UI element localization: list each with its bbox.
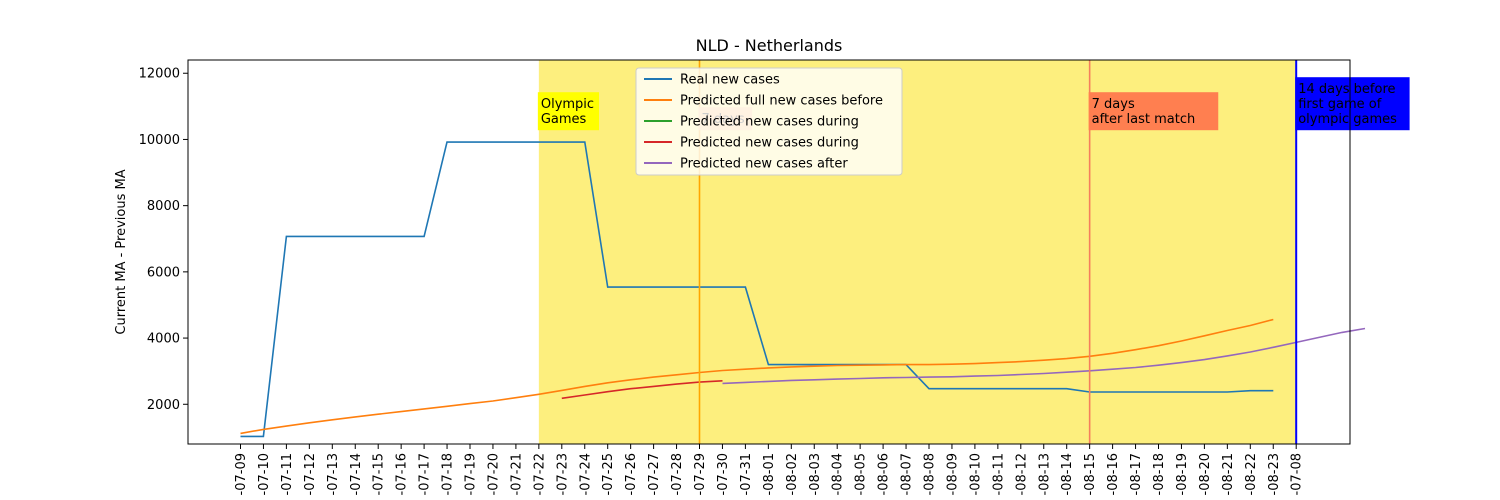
series-line-4 [722,327,1366,385]
legend-label-1: Predicted full new cases before [680,94,883,109]
x-tick-label: -07-29 [693,453,708,495]
annotation-text: after last match [1092,112,1196,127]
x-tick-label: -07-30 [716,453,731,495]
x-tick-label: -08-19 [1175,453,1190,495]
x-tick-label: -07-21 [509,453,524,495]
legend-label-4: Predicted new cases after [680,157,848,172]
x-tick-label: -07-24 [578,453,593,495]
x-tick-label: -08-15 [1083,453,1098,495]
annotation-text: olympic games [1298,112,1397,127]
x-tick-label: -08-13 [1037,453,1052,495]
series-line-1 [240,318,1274,435]
x-tick-label: -08-01 [762,453,777,495]
y-axis-label: Current MA - Previous MA [114,169,129,334]
x-tick-label: -08-04 [831,453,846,495]
x-tick-label: -07-18 [441,453,456,495]
x-tick-label: -08-16 [1106,453,1121,495]
annotation-box-3 [1295,77,1410,131]
annotation-text: Olympic [541,97,594,112]
y-tick-label: 2000 [147,398,180,413]
y-tick-label: 12000 [139,67,180,82]
y-tick-label: 10000 [139,133,180,148]
x-tick-label: -07-19 [464,453,479,495]
y-tick-label: 6000 [147,265,180,280]
legend-box [635,67,903,176]
x-tick-label: -08-17 [1129,453,1144,495]
x-tick-label: -07-13 [326,453,341,495]
x-tick-label: -08-10 [968,453,983,495]
annotation-box-0 [537,92,600,131]
x-tick-label: -08-03 [808,453,823,495]
x-tick-label: -07-14 [349,453,364,495]
x-tick-label: -07-09 [234,453,249,495]
x-tick-label: -07-22 [532,453,547,495]
legend-label-2: Predicted new cases during [680,115,859,130]
x-tick-label: -07-28 [670,453,685,495]
annotation-text: Games [541,112,587,127]
annotation-text: first game of [1298,97,1382,112]
chart-title: NLD - Netherlands [696,36,843,55]
series-line-0 [240,141,1274,438]
y-tick-label: 4000 [147,332,180,347]
x-tick-label: -07-31 [739,453,754,495]
x-tick-label: -07-20 [486,453,501,495]
x-tick-label: -07-26 [624,453,639,495]
x-tick-label: -08-06 [877,453,892,495]
x-tick-label: -07-11 [280,453,295,495]
x-tick-label: -08-22 [1244,453,1259,495]
annotation-text: 14 days before [1298,82,1395,97]
x-tick-label: -08-21 [1221,453,1236,495]
x-tick-label: -08-05 [854,453,869,495]
annotation-box-2 [1088,92,1219,131]
x-tick-label: -08-02 [785,453,800,495]
x-tick-label: -08-09 [945,453,960,495]
series-line-3 [561,380,723,400]
x-tick-label: -08-07 [900,453,915,495]
legend-label-3: Predicted new cases during [680,136,859,151]
x-tick-label: -08-14 [1060,453,1075,495]
x-tick-label: -08-23 [1267,453,1282,495]
x-tick-label: -07-08 [1290,453,1305,495]
x-tick-label: -07-23 [555,453,570,495]
x-tick-label: -07-25 [601,453,616,495]
x-tick-label: -08-11 [991,453,1006,495]
x-tick-label: -07-16 [395,453,410,495]
x-tick-label: -08-20 [1198,453,1213,495]
y-tick-label: 8000 [147,199,180,214]
x-tick-label: -08-08 [923,453,938,495]
x-tick-label: -08-12 [1014,453,1029,495]
annotation-text: 7 days [1092,97,1135,112]
x-tick-label: -07-17 [418,453,433,495]
x-tick-label: -08-18 [1152,453,1167,495]
x-tick-label: -07-12 [303,453,318,495]
x-tick-label: -07-10 [257,453,272,495]
legend-label-0: Real new cases [680,73,780,88]
plot-frame [187,59,1351,445]
x-tick-label: -07-15 [372,453,387,495]
x-tick-label: -07-27 [647,453,662,495]
